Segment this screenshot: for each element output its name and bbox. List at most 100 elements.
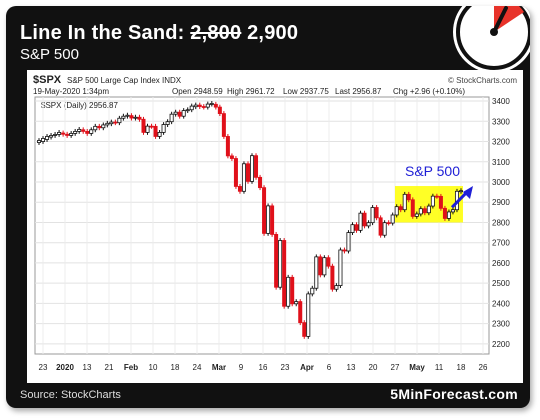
candle-body <box>270 205 275 235</box>
candle-body <box>153 125 158 137</box>
candle-body <box>105 122 110 126</box>
chart-date: 19-May-2020 1:34pm <box>33 87 109 96</box>
y-tick-label: 3200 <box>492 138 510 147</box>
candle-body <box>382 222 387 236</box>
chart-ticker: $SPX <box>33 74 62 86</box>
x-tick-label: 18 <box>171 363 180 372</box>
trend-arrow-head <box>463 186 473 200</box>
candle-body <box>169 113 174 123</box>
candle-body <box>241 163 246 192</box>
candle-body <box>394 206 399 216</box>
candle-body <box>274 234 279 288</box>
candle-body <box>77 128 82 132</box>
y-tick-label: 3100 <box>492 158 510 167</box>
candle-body <box>426 205 431 214</box>
y-tick-label: 2900 <box>492 198 510 207</box>
candle-body <box>149 125 154 128</box>
x-tick-label: 13 <box>83 363 92 372</box>
candle-body <box>141 118 146 133</box>
y-tick-label: 3300 <box>492 117 510 126</box>
x-tick-label: 11 <box>435 363 444 372</box>
candle-body <box>378 217 383 236</box>
candle-body <box>109 121 114 125</box>
chart-legend: $SPX (Daily) 2956.87 <box>41 101 118 110</box>
candle-body <box>57 132 62 135</box>
candle-body <box>61 132 66 135</box>
candle-body <box>225 136 230 157</box>
candle-body <box>117 117 122 124</box>
x-tick-label: 9 <box>239 363 244 372</box>
candle-body <box>374 207 379 219</box>
y-tick-label: 3000 <box>492 178 510 187</box>
candle-body <box>113 121 118 124</box>
candle-body <box>418 208 423 215</box>
candle-body <box>406 193 411 201</box>
candle-body <box>145 125 150 133</box>
candle-body <box>354 224 359 231</box>
candle-body <box>422 208 427 214</box>
candle-body <box>65 133 70 136</box>
x-tick-label: 26 <box>479 363 488 372</box>
candle-body <box>278 240 283 288</box>
chart-index-name: S&P 500 Large Cap Index INDX <box>67 76 182 85</box>
high-value: High 2961.72 <box>227 87 275 96</box>
subheadline: S&P 500 <box>20 46 79 63</box>
candle-body <box>193 104 198 108</box>
y-tick-label: 2300 <box>492 320 510 329</box>
x-tick-label: 2020 <box>56 363 74 372</box>
candle-body <box>258 176 263 189</box>
candle-body <box>45 136 50 140</box>
change-value: Chg +2.96 (+0.10%) <box>393 87 465 96</box>
candle-body <box>89 129 94 134</box>
candle-body <box>442 207 447 219</box>
candle-body <box>294 301 299 305</box>
x-tick-label: 10 <box>149 363 158 372</box>
candle-body <box>205 103 210 108</box>
speedometer-icon <box>453 6 530 73</box>
candle-body <box>201 106 206 108</box>
chart-credit: © StockCharts.com <box>448 76 517 85</box>
candle-body <box>233 158 238 187</box>
candle-body <box>73 131 78 134</box>
candle-body <box>310 287 315 295</box>
candle-body <box>386 222 391 225</box>
x-tick-label: 23 <box>39 363 48 372</box>
candle-body <box>306 293 311 337</box>
x-tick-label: 18 <box>457 363 466 372</box>
candle-body <box>254 155 259 178</box>
candle-body <box>189 105 194 111</box>
candle-body <box>318 256 323 276</box>
candle-body <box>358 212 363 231</box>
source-label: Source: StockCharts <box>20 389 121 401</box>
candle-body <box>93 125 98 131</box>
x-tick-label: 16 <box>259 363 268 372</box>
candle-body <box>458 190 463 193</box>
candle-body <box>398 206 403 211</box>
y-tick-label: 2500 <box>492 279 510 288</box>
candle-body <box>314 256 319 289</box>
candle-body <box>438 195 443 209</box>
candle-body <box>330 265 335 290</box>
x-tick-label: 6 <box>327 363 332 372</box>
y-tick-label: 3400 <box>492 97 510 106</box>
low-value: Low 2937.75 <box>283 87 329 96</box>
trend-arrow-shaft <box>450 191 469 209</box>
y-tick-label: 2700 <box>492 239 510 248</box>
x-tick-label: 20 <box>369 363 378 372</box>
candle-body <box>414 213 419 217</box>
y-tick-label: 2800 <box>492 218 510 227</box>
candle-body <box>350 224 355 233</box>
candle-body <box>165 121 170 125</box>
candle-body <box>410 199 415 217</box>
candle-body <box>346 232 351 252</box>
candle-body <box>434 195 439 198</box>
candle-body <box>298 301 303 324</box>
candle-body <box>250 155 255 182</box>
candle-body <box>326 257 331 267</box>
candle-body <box>338 249 343 287</box>
candle-body <box>161 124 166 133</box>
candle-body <box>81 129 86 132</box>
x-tick-label: 13 <box>347 363 356 372</box>
card-frame: Line In the Sand: 2,800 2,900 S&P 500 $S… <box>6 6 530 408</box>
candle-body <box>41 138 46 142</box>
